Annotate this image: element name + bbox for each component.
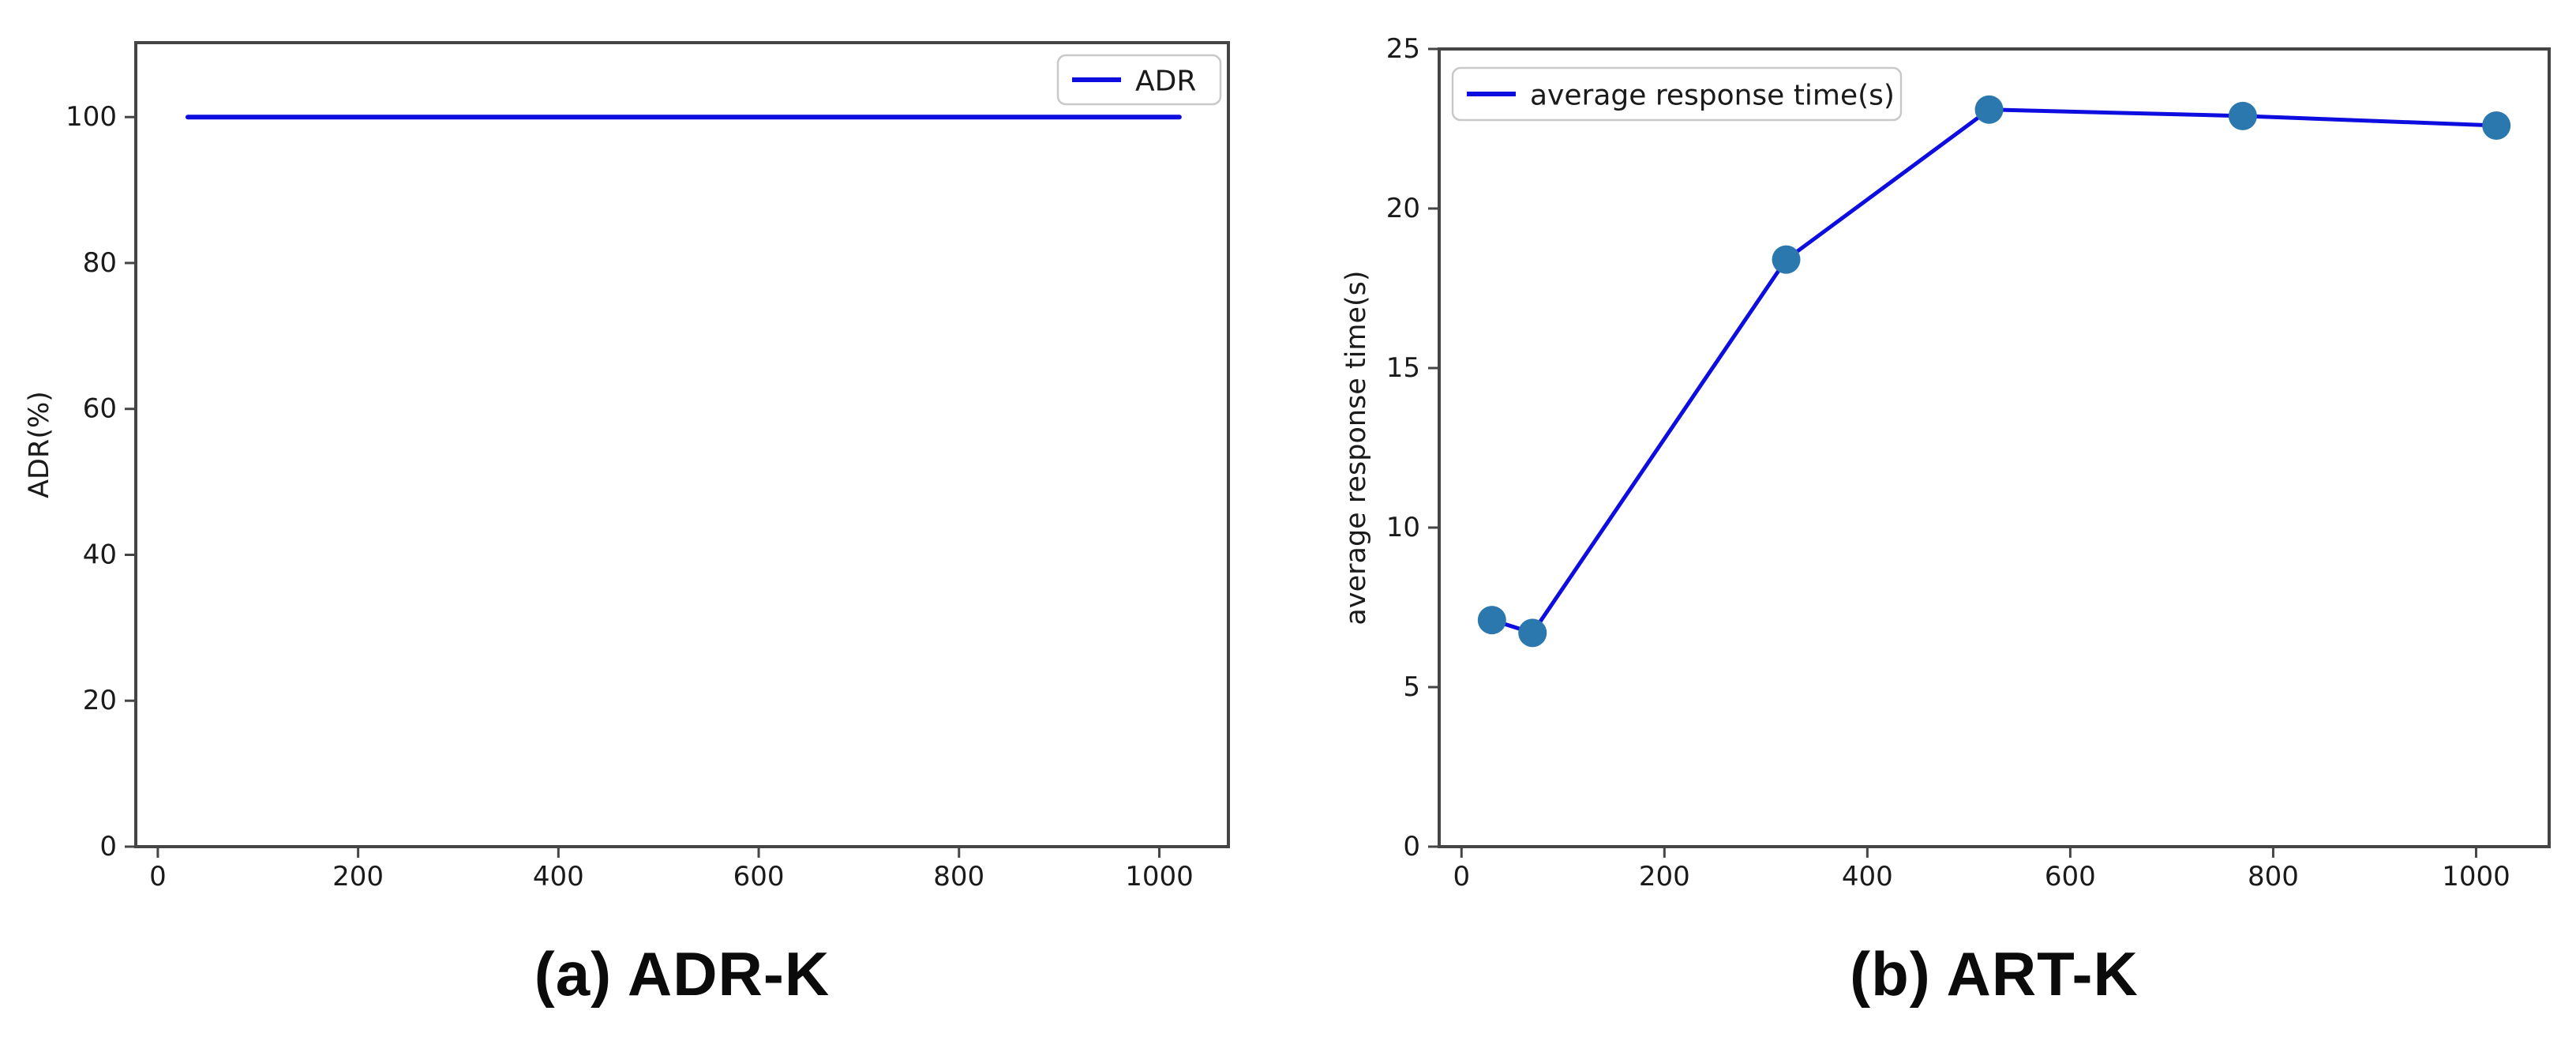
data-point-marker xyxy=(2228,101,2257,130)
x-tick-label: 200 xyxy=(332,861,384,892)
x-tick-label: 400 xyxy=(1842,861,1893,892)
legend-box xyxy=(1056,54,1222,106)
caption-adr-k: (a) ADR-K xyxy=(534,939,831,1009)
data-point-marker xyxy=(1772,245,1801,274)
x-tick-label: 600 xyxy=(733,861,785,892)
y-axis-label: ADR(%) xyxy=(24,391,55,498)
x-tick-label: 1000 xyxy=(2442,861,2510,892)
y-tick-label: 5 xyxy=(1403,671,1420,703)
y-tick-label: 60 xyxy=(83,393,117,425)
data-point-marker xyxy=(1477,606,1506,635)
series-line xyxy=(1490,107,2499,635)
y-axis-label: average response time(s) xyxy=(1340,270,1372,625)
x-tick-label: 800 xyxy=(933,861,984,892)
y-tick-label: 0 xyxy=(1403,831,1420,862)
y-tick-label: 0 xyxy=(99,831,117,862)
y-tick-label: 25 xyxy=(1386,33,1420,65)
x-tick-label: 200 xyxy=(1639,861,1690,892)
plot-border xyxy=(134,41,1230,848)
x-tick-label: 600 xyxy=(2045,861,2096,892)
y-tick-label: 10 xyxy=(1386,512,1420,543)
x-tick-label: 0 xyxy=(149,861,167,892)
x-tick-label: 400 xyxy=(533,861,584,892)
legend-label: ADR xyxy=(1135,66,1196,98)
legend-box xyxy=(1451,66,1903,122)
legend-label: average response time(s) xyxy=(1530,80,1895,112)
y-tick-label: 20 xyxy=(83,685,117,716)
y-tick-label: 20 xyxy=(1386,193,1420,224)
art-k-chart: 020040060080010000510152025K(Number of i… xyxy=(1340,33,2551,892)
plot-border xyxy=(1438,47,2551,848)
caption-art-k: (b) ART-K xyxy=(1850,939,2139,1009)
y-tick-label: 100 xyxy=(66,101,117,133)
y-tick-label: 15 xyxy=(1386,352,1420,384)
x-tick-label: 1000 xyxy=(1125,861,1194,892)
data-point-marker xyxy=(1974,95,2004,124)
data-point-marker xyxy=(2482,111,2511,140)
adr-k-chart: 02004006008001000020406080100K(Number of… xyxy=(24,41,1230,892)
y-tick-label: 80 xyxy=(83,247,117,279)
y-tick-label: 40 xyxy=(83,539,117,570)
data-point-marker xyxy=(1518,618,1547,648)
x-tick-label: 800 xyxy=(2248,861,2299,892)
x-tick-label: 0 xyxy=(1453,861,1470,892)
